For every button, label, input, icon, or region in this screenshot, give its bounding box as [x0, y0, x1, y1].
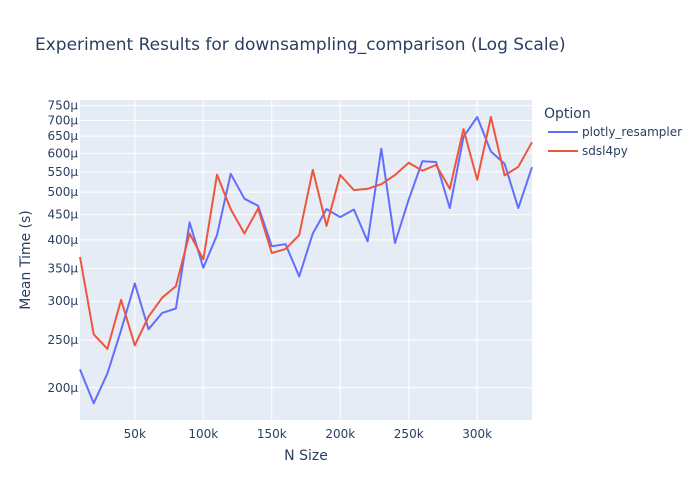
y-tick-label: 600µ [47, 146, 78, 160]
y-axis-ticks: 200µ 250µ 300µ 350µ 400µ 450µ 500µ 550µ 600µ 650µ… [47, 99, 78, 395]
x-tick-label: 150k [257, 427, 287, 441]
y-tick-label: 250µ [47, 333, 78, 347]
gridlines [80, 100, 532, 420]
x-tick-label: 50k [124, 427, 146, 441]
y-tick-label: 300µ [47, 294, 78, 308]
legend-label: plotly_resampler [582, 125, 682, 139]
series-line-plotly_resampler[interactable] [79, 116, 533, 405]
y-tick-label: 400µ [47, 233, 78, 247]
chart-title: Experiment Results for downsampling_comp… [35, 35, 566, 55]
y-tick-label: 500µ [47, 185, 78, 199]
plot-area [80, 100, 532, 420]
y-tick-label: 200µ [47, 381, 78, 395]
y-tick-label: 550µ [47, 165, 78, 179]
legend-label: sdsl4py [582, 144, 628, 158]
x-tick-label: 300k [462, 427, 492, 441]
series-line-sdsl4py[interactable] [79, 116, 533, 350]
x-tick-label: 250k [394, 427, 424, 441]
legend-item-sdsl4py[interactable]: sdsl4py [548, 144, 628, 158]
x-tick-label: 100k [188, 427, 218, 441]
y-axis-title: Mean Time (s) [18, 210, 34, 310]
x-tick-label: 200k [325, 427, 355, 441]
y-tick-label: 700µ [47, 113, 78, 127]
legend-title: Option [544, 106, 591, 122]
legend-item-plotly_resampler[interactable]: plotly_resampler [548, 125, 682, 139]
y-tick-label: 450µ [47, 208, 78, 222]
x-axis-title: N Size [284, 448, 328, 464]
x-axis-ticks: 50k 100k 150k 200k 250k 300k [124, 427, 493, 441]
series-layer [79, 116, 533, 405]
y-tick-label: 650µ [47, 129, 78, 143]
y-tick-label: 350µ [47, 261, 78, 275]
y-tick-label: 750µ [47, 99, 78, 113]
legend[interactable]: Option plotly_resampler sdsl4py [544, 106, 682, 158]
